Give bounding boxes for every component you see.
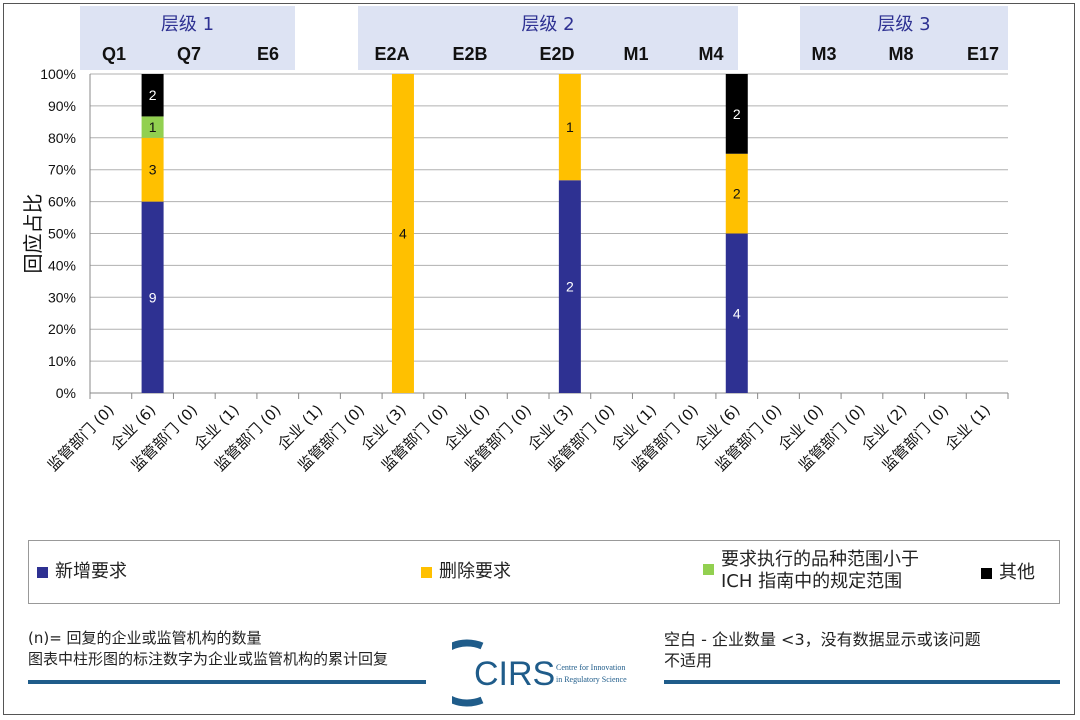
guideline-code-label: Q7 bbox=[177, 44, 201, 64]
y-tick-label: 40% bbox=[48, 257, 76, 273]
bar-segment bbox=[558, 74, 581, 181]
y-tick-label: 80% bbox=[48, 130, 76, 146]
bar-segment bbox=[141, 74, 164, 117]
bar-segment bbox=[558, 180, 581, 393]
group-header-label: 层级 2 bbox=[521, 14, 574, 35]
guideline-code-label: M3 bbox=[811, 44, 836, 64]
cirs-logo-arc bbox=[452, 639, 484, 707]
bar-data-label: 2 bbox=[566, 279, 574, 295]
bar-segment bbox=[141, 137, 164, 202]
bar-segment bbox=[141, 201, 164, 393]
y-tick-label: 20% bbox=[48, 321, 76, 337]
guideline-code-label: E2D bbox=[539, 44, 574, 64]
y-tick-label: 100% bbox=[40, 66, 76, 82]
y-tick-label: 0% bbox=[56, 385, 76, 401]
bar-data-label: 2 bbox=[733, 186, 741, 202]
guideline-code-label: M1 bbox=[623, 44, 648, 64]
guideline-code-label: E17 bbox=[967, 44, 999, 64]
guideline-code-label: E2A bbox=[374, 44, 409, 64]
guideline-code-label: M4 bbox=[698, 44, 723, 64]
y-tick-label: 30% bbox=[48, 289, 76, 305]
footer-rule-right bbox=[664, 680, 1060, 684]
x-category-label: 监管部门 (0) bbox=[44, 401, 118, 475]
group-header-label: 层级 1 bbox=[161, 14, 214, 35]
legend-item-delete-requirement: 删除要求 bbox=[421, 561, 511, 583]
group-header-label: 层级 3 bbox=[877, 14, 930, 35]
legend-label-new: 新增要求 bbox=[55, 561, 127, 582]
guideline-code-label: E2B bbox=[452, 44, 487, 64]
guideline-code-label: Q1 bbox=[102, 44, 126, 64]
legend-label-delete: 删除要求 bbox=[439, 561, 511, 582]
cirs-logo-wordmark: CIRS bbox=[474, 655, 555, 693]
bar-data-label: 2 bbox=[149, 87, 157, 103]
bar-segment bbox=[725, 153, 748, 234]
y-tick-label: 70% bbox=[48, 162, 76, 178]
group-header-band bbox=[800, 6, 1008, 70]
guideline-code-label: E6 bbox=[257, 44, 279, 64]
guideline-code-label: M8 bbox=[888, 44, 913, 64]
footnote-label-explanation: 图表中柱形图的标注数字为企业或监管机构的累计回复 bbox=[28, 650, 389, 668]
legend-label-scope-line1: 要求执行的品种范围小于 bbox=[721, 549, 919, 570]
footnote-blank-line2: 不适用 bbox=[664, 651, 713, 670]
cirs-logo: CIRS Centre for Innovation in Regulatory… bbox=[452, 639, 627, 707]
legend-swatch-delete bbox=[421, 566, 432, 578]
bar-data-label: 1 bbox=[149, 119, 157, 135]
legend-label-scope-line2: ICH 指南中的规定范围 bbox=[721, 571, 903, 592]
group-header-band bbox=[358, 6, 738, 70]
footnote-n-definition: (n)= 回复的企业或监管机构的数量 bbox=[28, 629, 262, 647]
bar-segment bbox=[725, 233, 748, 393]
y-axis-title: 回应占比 bbox=[21, 194, 45, 274]
x-category-label: 企业 (1) bbox=[942, 401, 994, 453]
footer-rule-left bbox=[28, 680, 426, 684]
chart-legend: 新增要求 删除要求 要求执行的品种范围小于 ICH 指南中的规定范围 其他 bbox=[28, 540, 1060, 604]
legend-item-new-requirement: 新增要求 bbox=[37, 561, 127, 583]
legend-item-scope: 要求执行的品种范围小于 ICH 指南中的规定范围 bbox=[703, 549, 919, 593]
slide-frame bbox=[3, 3, 1075, 715]
footnote-blank-line1: 空白 - 企业数量 <3，没有数据显示或该问题 bbox=[664, 630, 981, 649]
y-tick-label: 90% bbox=[48, 98, 76, 114]
legend-label-other: 其他 bbox=[999, 562, 1035, 583]
legend-swatch-other bbox=[981, 567, 992, 579]
bar-segment bbox=[725, 74, 748, 154]
group-header-band bbox=[80, 6, 295, 70]
y-tick-label: 10% bbox=[48, 353, 76, 369]
bar-segment bbox=[391, 74, 414, 393]
bar-data-label: 4 bbox=[399, 226, 407, 242]
bar-data-label: 4 bbox=[733, 305, 741, 321]
cirs-logo-tagline-2: in Regulatory Science bbox=[556, 675, 627, 684]
legend-swatch-scope bbox=[703, 564, 714, 575]
y-tick-label: 50% bbox=[48, 226, 76, 242]
bar-data-label: 3 bbox=[149, 162, 157, 178]
bar-data-label: 2 bbox=[733, 106, 741, 122]
legend-swatch-new bbox=[37, 566, 48, 578]
bar-segment bbox=[141, 116, 164, 138]
legend-item-other: 其他 bbox=[981, 562, 1035, 584]
bar-data-label: 1 bbox=[566, 119, 574, 135]
bar-data-label: 9 bbox=[149, 289, 157, 305]
stacked-bar-chart: 层级 1 Q1 Q7 E6 层级 2 E2A E2B E2D M1 M4 层级 3 M3 M8 E17 0%… bbox=[21, 6, 1009, 475]
y-tick-label: 60% bbox=[48, 194, 76, 210]
cirs-logo-tagline-1: Centre for Innovation bbox=[556, 663, 625, 672]
